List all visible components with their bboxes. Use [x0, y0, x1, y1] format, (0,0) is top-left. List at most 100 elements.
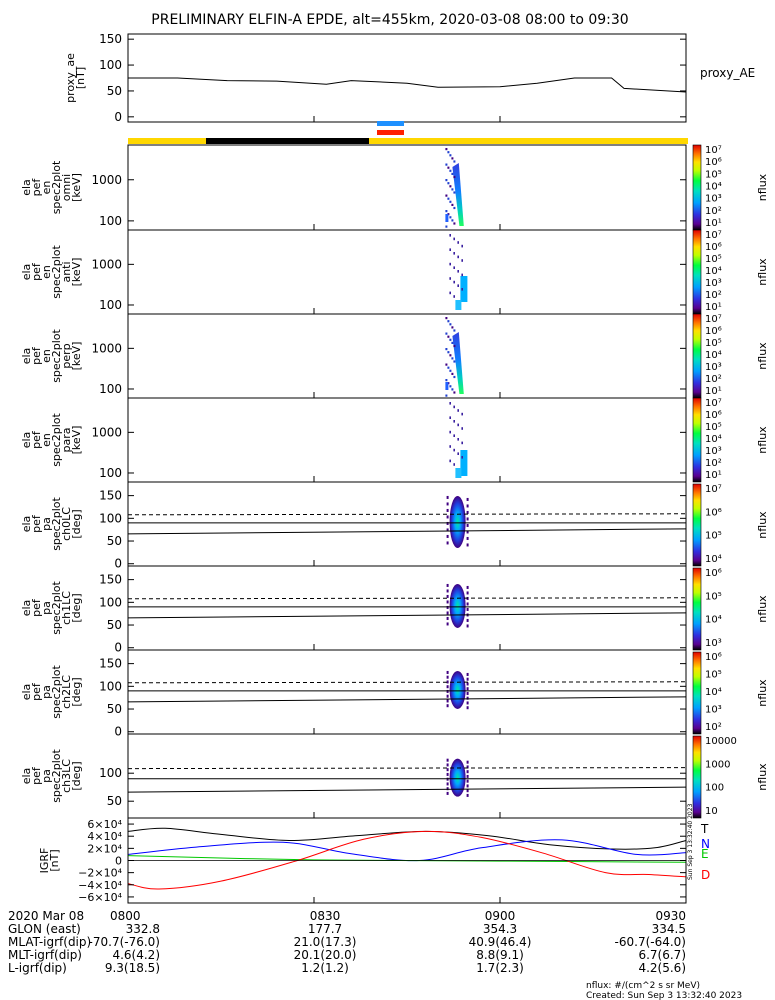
colorbar-tick-label: 10⁷ — [705, 484, 722, 495]
pitch-angle-pixel — [466, 696, 469, 700]
y-axis-label-line: pef — [30, 598, 43, 617]
y-axis-label-line: pef — [30, 346, 43, 365]
x-tick-label: 0800 — [110, 909, 141, 923]
y-tick-label: 1000 — [91, 425, 122, 439]
pitch-angle-blob — [449, 583, 466, 628]
spectrogram-pixel — [457, 270, 459, 273]
y-tick-label: 50 — [107, 534, 122, 548]
y-axis-label-line: spec2plot — [50, 245, 63, 299]
colorbar-tick-label: 10² — [705, 290, 722, 301]
y-axis-label-line: en — [40, 181, 53, 195]
colorbar-tick-label: 10⁶ — [705, 326, 722, 337]
colorbar-tick-label: 10⁶ — [705, 157, 722, 168]
colorbar-tick-label: 10⁴ — [705, 350, 722, 361]
y-axis-label-line: [keV] — [70, 342, 83, 371]
colorbar-tick-label: 10⁵ — [705, 591, 722, 602]
y-axis-label-line: pa — [40, 517, 53, 531]
colorbar-tick-label: 10⁴ — [705, 182, 722, 193]
spectrogram-pixel — [453, 206, 456, 210]
series-line-E — [127, 855, 687, 863]
y-tick-label: 50 — [107, 794, 122, 808]
y-tick-label: 150 — [99, 573, 122, 587]
pitch-angle-pixel — [446, 495, 449, 499]
colorbar-7: 10⁶ 10⁵ 10⁴ 10³ 10² nflux — [692, 651, 769, 735]
y-tick-label: 0 — [114, 110, 122, 124]
pitch-angle-pixel — [466, 536, 469, 540]
spectrogram-pixel — [453, 448, 455, 452]
y-axis-label-line: spec2plot — [50, 413, 63, 467]
spectrogram-pixel — [461, 441, 463, 445]
status-bar-red — [377, 130, 404, 135]
colorbar-tick-label: 10⁶ — [705, 568, 722, 579]
pitch-angle-pixel — [466, 779, 469, 783]
colorbar-tick-label: 10⁶ — [705, 410, 722, 421]
colorbar-tick-label: 10⁵ — [705, 422, 722, 433]
spectrogram-pixel — [449, 338, 452, 341]
y-tick-label: 50 — [107, 618, 122, 632]
spectrogram-pixel — [449, 430, 451, 434]
y-axis-label-line: ela — [20, 516, 33, 533]
spectrogram-pixel — [461, 288, 463, 291]
orbit-value: 21.0(17.3) — [294, 935, 357, 949]
pitch-angle-pixel — [446, 689, 449, 693]
orbit-value: 334.5 — [652, 922, 686, 936]
spectrogram-pixel — [445, 382, 449, 390]
spectrogram-pixel — [445, 363, 448, 366]
y-tick-label: 6×10⁴ — [87, 818, 122, 831]
spectrogram-pixel — [461, 412, 463, 416]
spectrogram-pixel — [447, 366, 450, 369]
colorbar-tick-label: 10⁷ — [705, 314, 722, 325]
pitch-angle-pixel — [446, 616, 449, 620]
spectrogram-pixel — [453, 175, 456, 179]
colorbar-unit-label: nflux — [756, 511, 769, 539]
pitch-angle-pixel — [466, 624, 469, 628]
pitch-angle-blob — [449, 758, 466, 797]
legend-N: N — [701, 837, 710, 851]
pitch-angle-pixel — [446, 675, 449, 679]
y-axis-label-line: pef — [30, 682, 43, 701]
colorbar-tick-label: 10⁴ — [705, 266, 722, 277]
series-label-proxy_AE: proxy_AE — [700, 66, 755, 80]
pitch-angle-pixel — [466, 687, 469, 691]
spectrogram-pixel — [449, 185, 452, 188]
panel-frame — [127, 397, 687, 483]
colorbar-8: 10000 1000 100 10 nflux — [692, 735, 769, 819]
y-axis-label-line: ch0LC — [60, 507, 73, 541]
y-axis-label-line: para — [60, 428, 73, 453]
y-axis-label-line: spec2plot — [50, 665, 63, 719]
orbit-value: 1.7(2.3) — [476, 961, 524, 975]
spectrogram-pixel — [447, 166, 450, 169]
y-tick-label: 1000 — [91, 341, 122, 355]
spectrogram-core — [460, 450, 468, 476]
spectrogram-pixel — [453, 266, 455, 269]
pitch-angle-pixel — [446, 521, 449, 525]
y-tick-label: 100 — [99, 466, 122, 480]
spectrogram-pixel — [449, 169, 452, 172]
panel-proxy: proxy_AE 150 100 50 0 proxy_ae[nT] — [64, 32, 755, 124]
colorbar-gradient — [692, 144, 702, 231]
y-tick-label: 2×10⁴ — [87, 842, 122, 855]
spectrogram-core — [455, 300, 462, 310]
spectrogram-pixel — [449, 445, 451, 448]
spectrogram-pixel — [457, 409, 459, 412]
spectrogram-pixel — [453, 434, 455, 437]
spectrogram-pixel — [453, 329, 456, 332]
y-axis-label-line: en — [40, 265, 53, 279]
y-tick-label: 100 — [99, 58, 122, 72]
spectrogram-pixel — [457, 452, 459, 455]
colorbar-tick-label: 10⁶ — [705, 652, 722, 663]
spectrogram-pixel — [453, 222, 456, 225]
pitch-angle-blob — [449, 495, 466, 548]
orbit-value: 332.8 — [126, 922, 160, 936]
spectrogram-pixel — [453, 252, 455, 255]
y-axis-label-line: ela — [20, 432, 33, 449]
spectrogram-pixel — [453, 391, 456, 394]
panel-frame — [127, 565, 687, 651]
y-tick-label: 100 — [99, 766, 122, 780]
y-tick-label: 1000 — [91, 173, 122, 187]
